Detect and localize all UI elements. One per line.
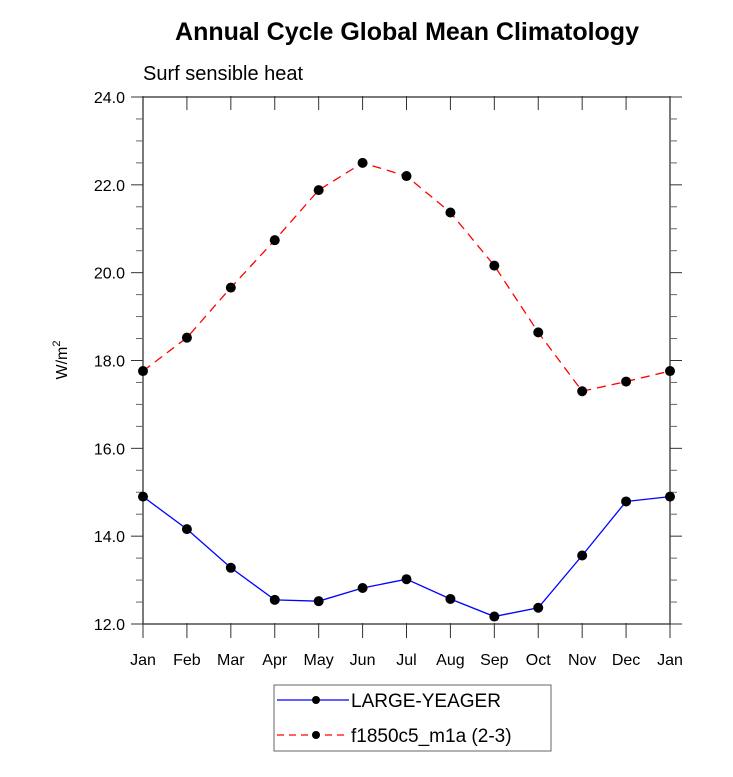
legend: LARGE-YEAGER f1850c5_m1a (2-3) (273, 684, 552, 752)
data-point (357, 157, 368, 168)
data-point (269, 235, 280, 246)
y-tick-label: 16.0 (94, 441, 125, 458)
data-point (269, 594, 280, 605)
data-point (181, 332, 192, 343)
x-tick-label: Nov (568, 652, 596, 669)
y-tick-label: 22.0 (94, 178, 125, 195)
data-point (489, 260, 500, 271)
data-point (225, 562, 236, 573)
y-tick-label: 12.0 (94, 617, 125, 634)
y-axis-label-superscript: 2 (51, 341, 63, 347)
y-tick-labels: 12.0 14.0 16.0 18.0 20.0 22.0 24.0 (94, 90, 125, 634)
data-point (445, 593, 456, 604)
data-point (181, 524, 192, 535)
data-point (138, 366, 148, 377)
data-point (621, 496, 632, 507)
x-tick-label: Jun (350, 652, 376, 669)
x-tick-label: Dec (612, 652, 640, 669)
x-tick-labels: Jan Feb Mar Apr May Jun Jul Aug Sep Oct Nov Dec Jan (130, 652, 683, 669)
y-tick-label: 24.0 (94, 90, 125, 107)
x-tick-label: Jan (130, 652, 156, 669)
data-point (138, 491, 148, 502)
data-point (313, 596, 324, 607)
series-layer (138, 157, 675, 622)
x-tick-label: May (304, 652, 334, 669)
data-point (533, 327, 544, 338)
y-axis-label: W/m2 (51, 341, 71, 380)
data-point (577, 550, 588, 561)
x-tick-label: Jul (396, 652, 416, 669)
x-tick-label: Mar (217, 652, 245, 669)
legend-marker-large-yeager (312, 696, 320, 704)
data-point (313, 185, 324, 196)
data-point (621, 376, 632, 387)
y-tick-label: 18.0 (94, 354, 125, 371)
plot-axes (131, 96, 682, 638)
legend-label-f1850c5: f1850c5_m1a (2-3) (351, 726, 512, 747)
x-tick-label: Aug (436, 652, 464, 669)
data-point (401, 171, 412, 182)
chart-title: Annual Cycle Global Mean Climatology (175, 18, 639, 46)
data-point (665, 491, 675, 502)
data-point (665, 366, 675, 377)
data-point (533, 602, 544, 613)
y-tick-label: 14.0 (94, 529, 125, 546)
data-point (489, 611, 500, 622)
x-tick-label: Oct (526, 652, 551, 669)
data-point (577, 386, 588, 397)
legend-box (273, 684, 552, 752)
svg-text:W/m2: W/m2 (51, 341, 71, 380)
y-tick-label: 20.0 (94, 266, 125, 283)
x-tick-label: Apr (262, 652, 288, 669)
x-tick-label: Sep (480, 652, 509, 669)
data-point (445, 207, 456, 218)
series-line (142, 495, 671, 618)
data-point (357, 582, 368, 593)
chart-subtitle: Surf sensible heat (143, 63, 304, 85)
legend-label-large-yeager: LARGE-YEAGER (351, 691, 501, 712)
series-large-yeager (138, 491, 675, 622)
data-point (401, 574, 412, 585)
x-tick-label: Jan (657, 652, 683, 669)
x-tick-label: Feb (173, 652, 201, 669)
legend-marker-f1850c5 (312, 731, 320, 739)
y-axis-label-text: W/m (54, 347, 71, 380)
series-f1850c5-m1a (138, 157, 675, 397)
data-point (225, 282, 236, 293)
legend-item-f1850c5: f1850c5_m1a (2-3) (277, 726, 512, 747)
series-line (142, 162, 671, 392)
legend-item-large-yeager: LARGE-YEAGER (277, 691, 501, 712)
